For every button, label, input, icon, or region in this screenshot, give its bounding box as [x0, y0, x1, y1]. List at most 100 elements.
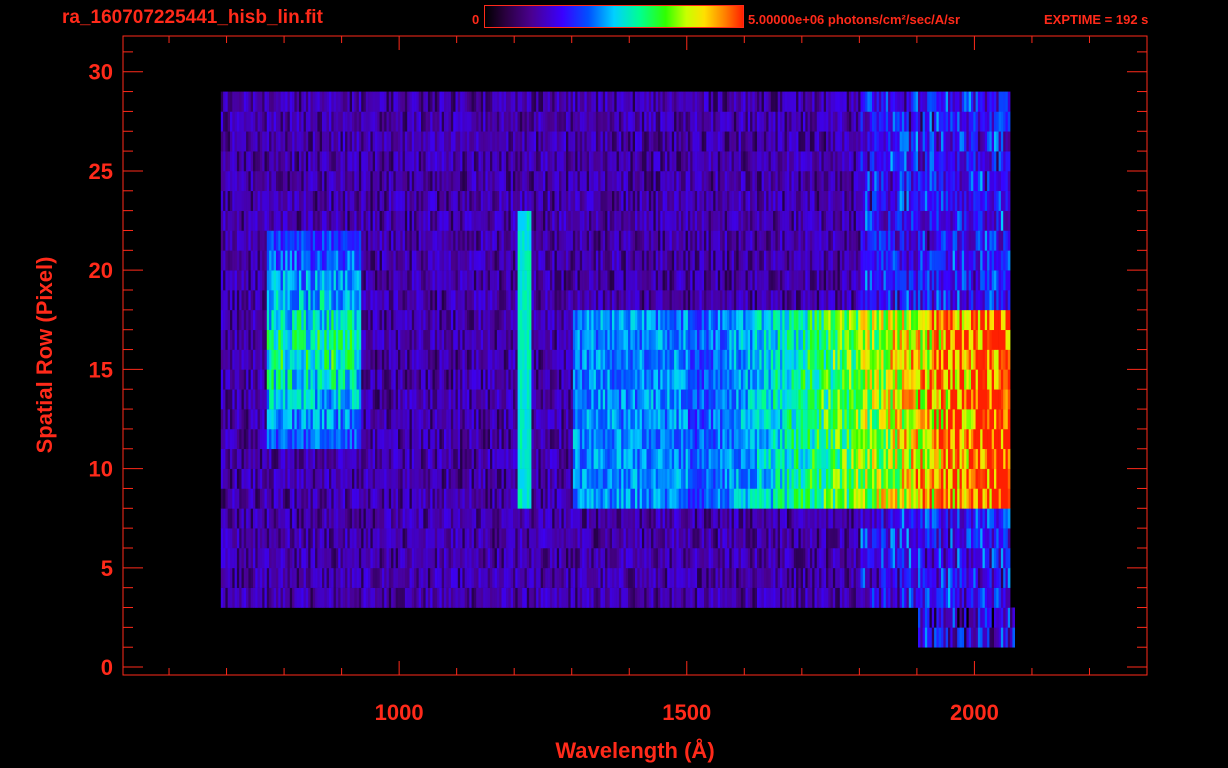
heat-cell: [319, 567, 323, 588]
heat-cell: [494, 468, 498, 489]
heat-cell: [282, 349, 286, 370]
heat-cell: [625, 468, 629, 489]
heat-cell: [658, 349, 661, 370]
heat-cell: [757, 468, 760, 489]
heat-cell: [727, 349, 730, 370]
heat-cell: [602, 369, 606, 390]
heat-cell: [273, 508, 277, 529]
heat-cell: [637, 468, 640, 489]
heat-cell: [393, 508, 396, 529]
heat-cell: [625, 349, 629, 370]
heat-cell: [494, 488, 498, 509]
heat-cell: [439, 409, 442, 430]
heat-cell: [570, 349, 574, 370]
heat-cell: [533, 428, 537, 450]
heat-cell: [625, 528, 629, 549]
heat-cell: [368, 448, 371, 469]
heat-cell: [759, 409, 762, 430]
heat-cell: [554, 409, 558, 430]
heat-cell: [236, 528, 240, 549]
heat-cell: [253, 567, 256, 588]
heat-cell: [312, 309, 316, 331]
heat-cell: [770, 448, 774, 469]
heat-cell: [977, 627, 981, 648]
heat-cell: [752, 389, 755, 410]
heat-cell: [375, 409, 378, 430]
heat-cell: [994, 508, 997, 529]
heat-cell: [519, 329, 523, 350]
heat-cell: [878, 389, 882, 410]
heat-cell: [662, 528, 666, 549]
heat-cell: [904, 349, 907, 370]
heat-cell: [269, 329, 272, 350]
heat-cell: [533, 468, 537, 489]
heat-cell: [648, 369, 652, 390]
heat-cell: [430, 448, 433, 469]
heat-cell: [377, 309, 380, 331]
heat-cell: [915, 409, 919, 430]
heat-cell: [982, 389, 986, 410]
heat-cell: [678, 528, 682, 549]
heat-cell: [782, 548, 785, 569]
heat-cell: [826, 409, 829, 430]
heat-cell: [692, 468, 696, 489]
heat-cell: [427, 389, 431, 410]
heat-cell: [936, 548, 939, 569]
heat-cell: [800, 448, 804, 469]
heat-cell: [276, 329, 279, 350]
heat-cell: [292, 389, 295, 410]
heat-cell: [812, 428, 815, 450]
heat-cell: [632, 329, 636, 350]
heat-cell: [821, 448, 824, 469]
heat-cell: [835, 349, 838, 370]
heat-cell: [572, 528, 576, 549]
heat-cell: [239, 409, 242, 430]
heat-cell: [257, 528, 261, 549]
heat-cell: [644, 528, 647, 549]
heat-cell: [232, 309, 235, 331]
heat-cell: [259, 548, 263, 569]
heat-cell: [266, 448, 270, 469]
heat-cell: [766, 389, 769, 410]
heat-cell: [250, 329, 254, 350]
heat-cell: [911, 468, 914, 489]
heat-cell: [961, 409, 965, 430]
heat-cell: [920, 448, 923, 469]
heat-cell: [888, 428, 891, 450]
heat-cell: [582, 409, 585, 430]
heat-cell: [982, 329, 986, 350]
heat-cell: [519, 508, 523, 529]
heat-cell: [648, 508, 652, 529]
heat-cell: [524, 528, 528, 549]
heat-cell: [450, 309, 454, 331]
heat-cell: [664, 389, 668, 410]
heat-cell: [227, 369, 231, 390]
heat-cell: [547, 508, 551, 529]
heat-cell: [462, 567, 465, 588]
heat-cell: [681, 587, 684, 608]
heat-cell: [904, 528, 907, 549]
heat-cell: [658, 548, 661, 569]
heat-cell: [236, 409, 240, 430]
heat-cell: [952, 468, 956, 489]
heat-cell: [828, 428, 831, 450]
heat-cell: [556, 349, 560, 370]
heat-cell: [280, 468, 284, 489]
heat-cell: [791, 488, 795, 509]
heat-cell: [752, 349, 755, 370]
heat-cell: [423, 329, 426, 350]
heat-cell: [317, 428, 320, 450]
heat-cell: [826, 369, 829, 390]
heat-cell: [457, 508, 461, 529]
heat-cell: [549, 528, 553, 549]
heat-cell: [849, 329, 852, 350]
heat-cell: [365, 309, 369, 331]
heat-cell: [418, 548, 422, 569]
heat-cell: [427, 528, 431, 549]
heat-cell: [823, 409, 827, 430]
heat-cell: [826, 528, 829, 549]
heat-cell: [793, 587, 797, 608]
heat-cell: [766, 409, 769, 430]
heat-cell: [780, 329, 783, 350]
heat-cell: [1007, 587, 1011, 608]
